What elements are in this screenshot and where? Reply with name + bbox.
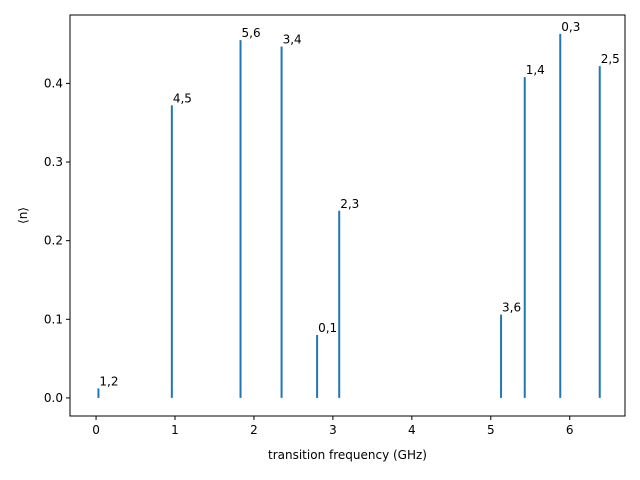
x-tick-label: 2 [250, 423, 258, 437]
stem-annotation: 1,4 [526, 63, 545, 77]
y-tick-label: 0.1 [44, 312, 63, 326]
stem-annotation: 0,3 [561, 20, 580, 34]
y-axis: 0.0 0.1 0.2 0.3 0.4 [44, 76, 70, 405]
x-tick-label: 6 [566, 423, 574, 437]
x-tick-label: 5 [487, 423, 495, 437]
stem-annotation: 3,6 [502, 301, 521, 315]
stem-annotation: 0,1 [318, 321, 337, 335]
y-axis-label: ⟨n⟩ [16, 207, 30, 224]
stem-annotation: 2,5 [601, 52, 620, 66]
stem-annotation: 3,4 [283, 32, 302, 46]
plot-frame [69, 14, 626, 417]
x-tick-label: 3 [329, 423, 337, 437]
x-tick-label: 0 [92, 423, 100, 437]
y-tick-label: 0.3 [44, 155, 63, 169]
y-tick-label: 0.4 [44, 76, 63, 90]
x-tick-label: 1 [171, 423, 179, 437]
x-axis: 0 1 2 3 4 5 6 [92, 416, 574, 437]
stem-annotation: 4,5 [173, 91, 192, 105]
y-tick-label: 0.2 [44, 234, 63, 248]
stem-series [97, 33, 601, 398]
annotation-layer: 1,2 4,5 5,6 3,4 0,1 2,3 3,6 1,4 0,3 2,5 [99, 20, 619, 389]
stem-annotation: 2,3 [340, 197, 359, 211]
x-axis-label: transition frequency (GHz) [268, 448, 427, 462]
y-tick-label: 0.0 [44, 391, 63, 405]
stem-annotation: 1,2 [99, 374, 118, 388]
stem-annotation: 5,6 [242, 26, 261, 40]
x-tick-label: 4 [408, 423, 416, 437]
